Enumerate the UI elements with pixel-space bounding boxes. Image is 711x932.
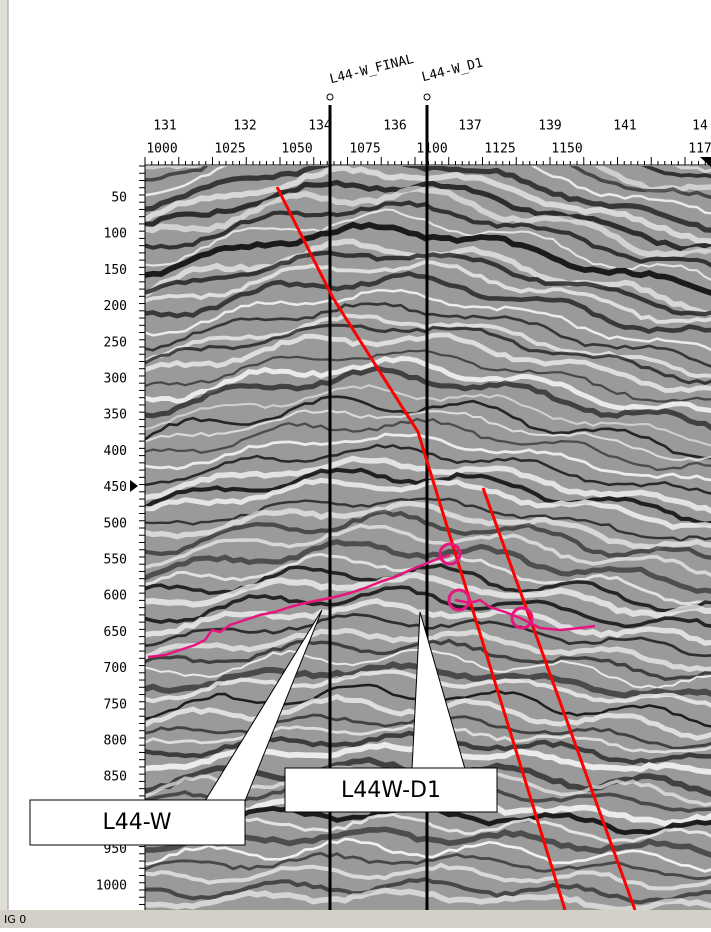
- page: L44-W_FINAL L44-W_D1 1311321341361371391…: [0, 0, 711, 928]
- callout-label: L44-W: [102, 810, 171, 835]
- time-label: 300: [104, 372, 127, 387]
- time-label: 150: [104, 263, 127, 278]
- seismic-viewer: L44-W_FINAL L44-W_D1 1311321341361371391…: [0, 0, 711, 928]
- well-head: [424, 94, 430, 100]
- time-label: 600: [104, 589, 127, 604]
- time-label: 250: [104, 335, 127, 350]
- cdp-label: 1025: [214, 142, 245, 157]
- cdp-label: 1000: [146, 142, 177, 157]
- time-label: 700: [104, 661, 127, 676]
- time-label: 350: [104, 408, 127, 423]
- time-label: 750: [104, 697, 127, 712]
- time-label: 650: [104, 625, 127, 640]
- cdp-label: 1100: [416, 142, 447, 157]
- cdp-label: 1125: [484, 142, 515, 157]
- time-label: 1000: [96, 878, 127, 893]
- status-bar: [0, 910, 711, 928]
- time-label: 850: [104, 770, 127, 785]
- well-head: [327, 94, 333, 100]
- cdp-label: 1075: [349, 142, 380, 157]
- cdp-label: 1050: [281, 142, 312, 157]
- trace-label: 134: [308, 119, 332, 134]
- callout-label: L44W-D1: [341, 778, 441, 803]
- trace-label: 14: [692, 119, 708, 134]
- trace-label: 136: [383, 119, 406, 134]
- cdp-label: 117: [688, 142, 711, 157]
- time-label: 50: [111, 191, 127, 206]
- time-label: 200: [104, 299, 127, 314]
- time-label: 800: [104, 734, 127, 749]
- cdp-label: 1150: [551, 142, 582, 157]
- time-label: 100: [104, 227, 127, 242]
- time-label: 550: [104, 553, 127, 568]
- trace-label: 132: [233, 119, 256, 134]
- time-label: 450: [104, 480, 127, 495]
- time-label: 500: [104, 516, 127, 531]
- trace-label: 141: [613, 119, 636, 134]
- trace-label: 131: [153, 119, 176, 134]
- time-label: 400: [104, 444, 127, 459]
- trace-label: 137: [458, 119, 481, 134]
- window-edge: [0, 0, 8, 910]
- status-text: IG 0: [4, 913, 26, 926]
- trace-label: 139: [538, 119, 561, 134]
